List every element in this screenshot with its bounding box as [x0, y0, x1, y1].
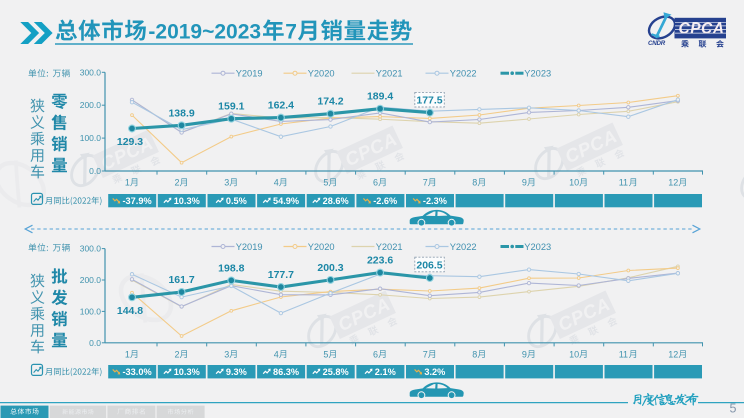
svg-text:Y2020: Y2020: [308, 242, 335, 252]
svg-text:10.3%: 10.3%: [174, 196, 200, 206]
svg-text:Y2023: Y2023: [524, 69, 551, 79]
svg-text:206.5: 206.5: [416, 260, 442, 272]
svg-text:-37.9%: -37.9%: [123, 196, 152, 206]
svg-text:Y2022: Y2022: [450, 242, 477, 252]
svg-text:CPCA: CPCA: [679, 21, 725, 38]
svg-text:5: 5: [323, 349, 328, 359]
svg-text:10: 10: [569, 178, 579, 188]
svg-text:7: 7: [285, 21, 297, 44]
svg-text:162.4: 162.4: [268, 100, 294, 112]
svg-text:177.7: 177.7: [268, 269, 294, 281]
svg-text:3: 3: [224, 349, 229, 359]
svg-text:2.1%: 2.1%: [375, 367, 396, 377]
svg-text:Y2021: Y2021: [376, 242, 403, 252]
svg-text:300.0: 300.0: [80, 244, 102, 254]
svg-text:189.4: 189.4: [367, 91, 393, 103]
svg-text:174.2: 174.2: [317, 96, 343, 108]
svg-text:223.6: 223.6: [367, 255, 393, 267]
svg-text:9: 9: [522, 349, 527, 359]
svg-text:54.9%: 54.9%: [273, 196, 299, 206]
svg-text:200.0: 200.0: [80, 275, 102, 285]
svg-text:3: 3: [224, 178, 229, 188]
svg-text:12: 12: [668, 178, 678, 188]
svg-text:2: 2: [175, 349, 180, 359]
svg-text:Y2019: Y2019: [236, 242, 263, 252]
svg-text:1: 1: [125, 349, 130, 359]
svg-text:1: 1: [125, 178, 130, 188]
svg-text:2: 2: [175, 178, 180, 188]
svg-text:10.3%: 10.3%: [174, 367, 200, 377]
svg-text:-2.6%: -2.6%: [373, 196, 397, 206]
svg-text:86.3%: 86.3%: [273, 367, 299, 377]
svg-text:144.8: 144.8: [117, 305, 143, 317]
svg-text:200.3: 200.3: [317, 262, 343, 274]
svg-text:300.0: 300.0: [80, 67, 102, 77]
svg-text:25.8%: 25.8%: [323, 367, 349, 377]
svg-text:-33.0%: -33.0%: [123, 367, 152, 377]
svg-text:129.3: 129.3: [117, 136, 143, 148]
svg-text:5: 5: [323, 178, 328, 188]
svg-text:4: 4: [274, 349, 279, 359]
svg-text:Y2023: Y2023: [524, 242, 551, 252]
svg-text:8: 8: [472, 178, 477, 188]
svg-text:138.9: 138.9: [168, 107, 194, 119]
svg-text:-2019~2023: -2019~2023: [148, 21, 261, 44]
svg-text:5: 5: [730, 402, 737, 416]
svg-text:3.2%: 3.2%: [424, 367, 445, 377]
svg-text:Y2020: Y2020: [308, 69, 335, 79]
svg-text:7: 7: [423, 349, 428, 359]
svg-text:0.5%: 0.5%: [226, 196, 247, 206]
svg-text:12: 12: [668, 349, 678, 359]
svg-text:28.6%: 28.6%: [323, 196, 349, 206]
svg-text:177.5: 177.5: [416, 95, 442, 107]
svg-text:9: 9: [522, 178, 527, 188]
svg-text:200.0: 200.0: [80, 100, 102, 110]
svg-text:Y2022: Y2022: [450, 69, 477, 79]
svg-text:11: 11: [619, 349, 628, 359]
svg-text:100.0: 100.0: [80, 306, 102, 316]
svg-text:8: 8: [472, 349, 477, 359]
svg-text:9.3%: 9.3%: [226, 367, 247, 377]
svg-text:0.0: 0.0: [89, 166, 101, 176]
svg-text:7: 7: [423, 178, 428, 188]
svg-text:CNDR: CNDR: [648, 40, 666, 47]
svg-text:6: 6: [373, 349, 378, 359]
svg-text:10: 10: [569, 349, 579, 359]
svg-text:-2.3%: -2.3%: [423, 196, 447, 206]
svg-text:4: 4: [274, 178, 279, 188]
svg-text:198.8: 198.8: [218, 262, 244, 274]
svg-text:11: 11: [619, 178, 628, 188]
svg-text:159.1: 159.1: [218, 101, 244, 113]
svg-text:Y2019: Y2019: [236, 69, 263, 79]
svg-text:100.0: 100.0: [80, 133, 102, 143]
svg-text:Y2021: Y2021: [376, 69, 403, 79]
svg-text:0.0: 0.0: [89, 338, 101, 348]
svg-text:6: 6: [373, 178, 378, 188]
svg-text:161.7: 161.7: [168, 274, 194, 286]
